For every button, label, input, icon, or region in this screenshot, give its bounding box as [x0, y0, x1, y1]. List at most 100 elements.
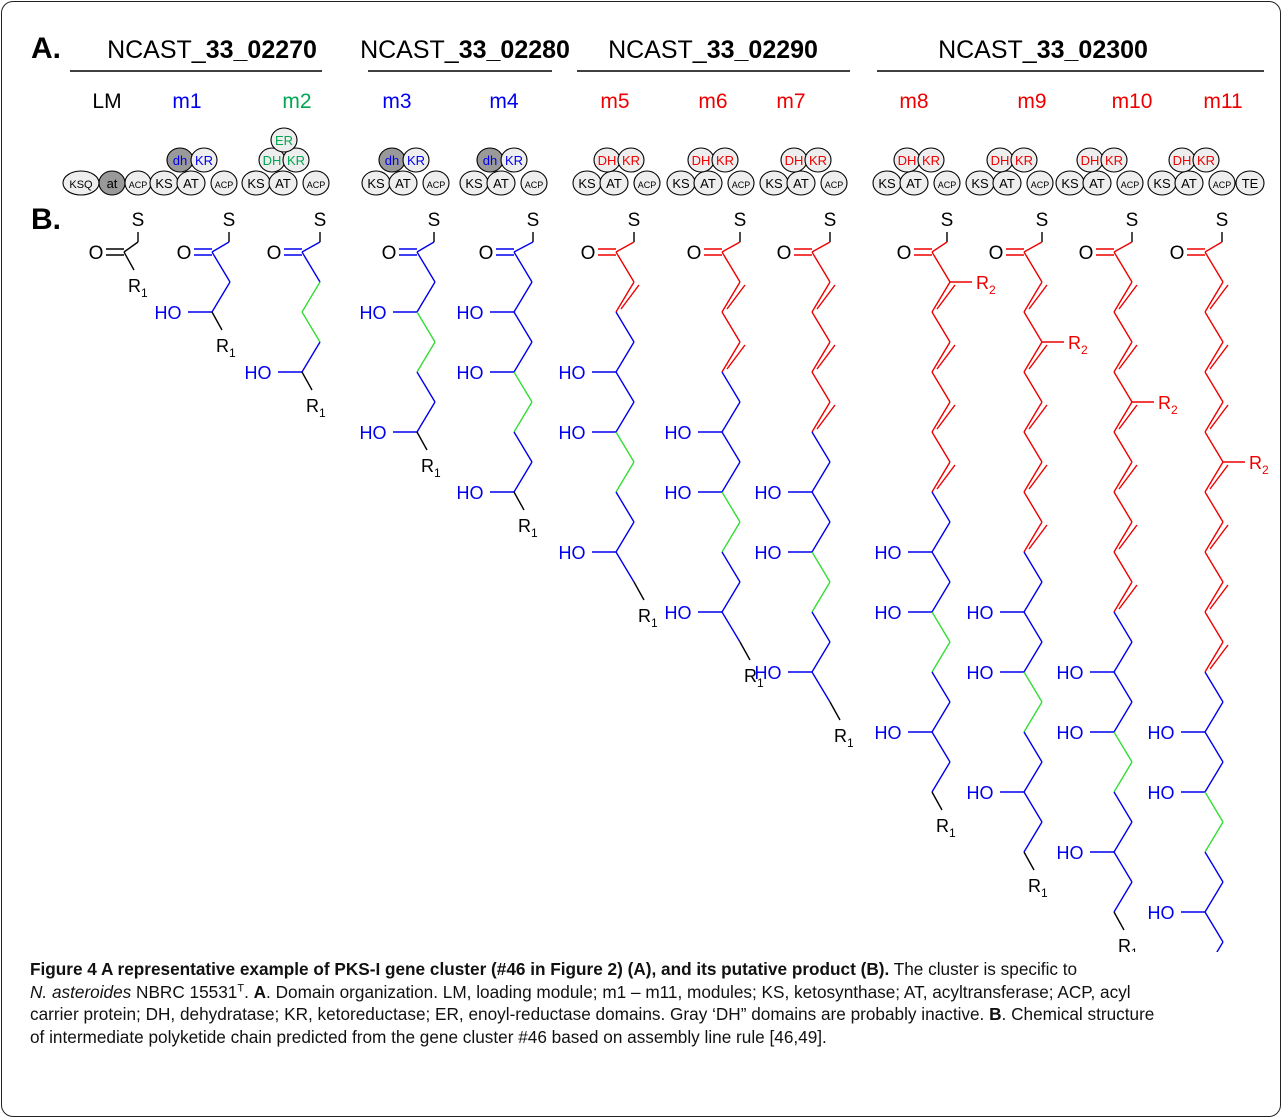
domain-ks: KS	[759, 170, 789, 196]
caption-a: A	[253, 981, 267, 1002]
s-atom: S	[314, 210, 327, 231]
gene-prefix: NCAST_	[107, 36, 207, 64]
chain-bond	[811, 461, 831, 493]
ho-label: HO	[1057, 843, 1084, 863]
chain-bond	[811, 641, 831, 673]
chain-bond	[1204, 851, 1224, 883]
chain-bond	[615, 431, 635, 463]
module-label-lm: LM	[92, 90, 121, 113]
s-atom: S	[628, 210, 641, 231]
domain-shape	[786, 170, 816, 196]
ho-label: HO	[245, 363, 272, 383]
r-letter: R	[976, 273, 989, 293]
r-letter: R	[936, 816, 949, 836]
module-label-m9: m9	[1017, 90, 1046, 113]
figure-caption: Figure 4 A representative example of PKS…	[30, 958, 1270, 1048]
r1-label: R1	[1118, 936, 1138, 952]
caption-organism: N. asteroides	[30, 981, 132, 1002]
chain-bond	[1204, 491, 1224, 523]
chain-bond	[721, 521, 741, 553]
chain-double-bond	[1028, 284, 1048, 310]
domain-label: KS	[367, 176, 385, 191]
domain-shape	[633, 170, 661, 196]
chain-double-bond	[726, 284, 746, 310]
chain-bond	[1113, 791, 1133, 823]
domain-shape	[402, 147, 430, 173]
domain-label: AT	[700, 176, 716, 191]
r1-bond	[633, 581, 645, 601]
chain-bond	[416, 341, 436, 373]
chain-bond	[931, 761, 951, 793]
caption-line-1: Figure 4 A representative example of PKS…	[30, 958, 1270, 981]
gene-number: 33_02270	[206, 36, 317, 64]
r1-label: R1	[1028, 876, 1048, 900]
module-label-m6: m6	[698, 90, 727, 113]
chain-double-bond	[816, 404, 836, 430]
chain-double-bond	[726, 344, 746, 370]
caption-text: carrier protein; DH, dehydratase; KR, ke…	[30, 1004, 985, 1024]
chain-bond	[721, 461, 741, 493]
domain-label: KR	[505, 153, 523, 168]
chain-bond	[931, 281, 951, 313]
s-atom: S	[428, 210, 441, 231]
chain-double-bond	[1118, 524, 1138, 550]
gene-number: 33_02300	[1037, 36, 1148, 64]
carbonyl-c	[1113, 241, 1133, 253]
domain-label: AT	[395, 176, 411, 191]
caption-text: . Chemical structure	[1001, 1004, 1155, 1024]
domain-label: AT	[793, 176, 809, 191]
o-atom: O	[1170, 243, 1185, 264]
chain-bond	[1023, 371, 1043, 403]
chain-bond	[1113, 551, 1133, 583]
chain-double-bond	[1118, 584, 1138, 610]
chain-bond	[615, 461, 635, 493]
r-letter: R	[1068, 333, 1081, 353]
chain-double-bond	[816, 344, 836, 370]
chain-bond	[721, 401, 741, 433]
module-label-m3: m3	[382, 90, 411, 113]
domain-label: AT	[1181, 176, 1197, 191]
s-atom: S	[223, 210, 236, 231]
r2-label: R2	[1068, 333, 1088, 357]
chain-bond	[811, 431, 831, 463]
domain-label: DH	[1173, 153, 1192, 168]
domain-dh: DH	[1076, 147, 1104, 173]
o-atom: O	[382, 243, 397, 264]
domain-ks: KS	[872, 170, 902, 196]
chain-bond	[1204, 341, 1224, 373]
s-atom: S	[1216, 210, 1229, 231]
ho-label: HO	[559, 423, 586, 443]
domain-label: KS	[672, 176, 690, 191]
chain-bond	[1204, 401, 1224, 433]
domain-dh-inactive: dh	[476, 147, 504, 173]
domain-label: ACP	[1213, 180, 1232, 190]
domain-acp: ACP	[422, 170, 450, 196]
s-atom: S	[1036, 210, 1049, 231]
chain-bond	[615, 521, 635, 553]
caption-text: of intermediate polyketide chain predict…	[30, 1026, 827, 1047]
domain-kr: KR	[282, 147, 310, 173]
domain-shape	[899, 170, 929, 196]
ho-label: HO	[457, 483, 484, 503]
module-label-m4: m4	[489, 90, 518, 113]
chain-double-bond	[1028, 524, 1048, 550]
domain-acp: ACP	[124, 170, 152, 196]
chain-bond	[811, 611, 831, 643]
chain-double-bond	[1118, 284, 1138, 310]
r-subscript: 1	[229, 346, 236, 360]
chain-bond	[1204, 461, 1224, 493]
domain-label: KS	[155, 176, 173, 191]
domain-dh-inactive: dh	[166, 147, 194, 173]
domain-ks: KS	[149, 170, 179, 196]
r1-bond	[739, 641, 751, 661]
domain-label: ACP	[1031, 180, 1050, 190]
domain-at: AT	[1082, 170, 1112, 196]
chain-bond	[811, 371, 831, 403]
domain-label: dh	[173, 153, 187, 168]
chain-bond	[1204, 551, 1224, 583]
domain-label: AT	[1089, 176, 1105, 191]
domain-label: KR	[1197, 153, 1215, 168]
domain-label: KS	[765, 176, 783, 191]
chain-double-bond	[1028, 344, 1048, 370]
